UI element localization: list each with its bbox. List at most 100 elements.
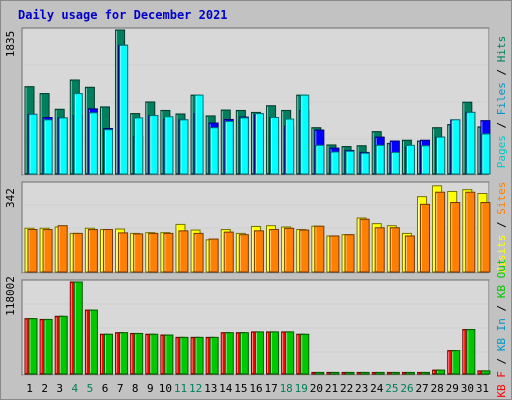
bar-kbout-day-17 [270,331,280,375]
x-tick-day-9: 9 [147,382,154,395]
x-tick-day-8: 8 [132,382,139,395]
panel-2-ymax-label: 118002 [4,276,17,316]
x-tick-day-13: 13 [204,382,217,395]
bar-kbout-day-31 [481,370,491,375]
bar-kbout-day-19 [300,333,310,375]
x-tick-day-16: 16 [249,382,262,395]
x-tick-day-20: 20 [310,382,323,395]
bar-pages-day-28 [436,136,446,175]
x-tick-day-19: 19 [295,382,308,395]
x-tick-day-17: 17 [264,382,277,395]
x-tick-day-2: 2 [41,382,48,395]
bar-sites-day-19 [299,229,310,273]
bar-pages-day-10 [164,116,174,175]
legend-item: / [495,298,508,318]
bar-kbout-day-4 [73,281,83,375]
bar-kbout-day-13 [209,336,219,375]
legend-item: Visits [495,235,508,275]
legend-item: / [495,351,508,371]
bar-pages-day-2 [43,119,53,175]
bar-kbout-day-11 [179,336,189,375]
bar-pages-day-14 [224,120,234,175]
bar-pages-day-21 [330,151,340,175]
x-tick-day-3: 3 [56,382,63,395]
bar-pages-day-4 [73,93,83,175]
bar-sites-day-3 [57,225,68,273]
x-tick-day-27: 27 [415,382,428,395]
bar-sites-day-21 [329,235,340,273]
x-tick-day-5: 5 [87,382,94,395]
bar-sites-day-20 [314,225,325,273]
bar-kbout-day-21 [330,371,340,375]
chart-title: Daily usage for December 2021 [18,8,228,22]
bar-sites-day-28 [435,191,446,273]
bar-sites-day-9 [148,232,159,273]
bar-sites-day-8 [133,233,144,273]
bar-kbout-day-27 [421,371,431,375]
x-tick-day-10: 10 [159,382,172,395]
bar-pages-day-29 [451,119,461,175]
bar-sites-day-18 [284,227,295,273]
bar-sites-day-30 [465,191,476,273]
x-tick-day-14: 14 [219,382,233,395]
panel-0-ymax-label: 1835 [4,31,17,58]
bar-kbout-day-6 [103,333,113,375]
x-tick-day-15: 15 [234,382,247,395]
bar-pages-day-25 [390,151,400,175]
bar-sites-day-25 [389,227,400,273]
x-tick-day-6: 6 [102,382,109,395]
bar-sites-day-17 [269,229,280,273]
x-tick-day-21: 21 [325,382,338,395]
x-tick-day-11: 11 [174,382,187,395]
bar-sites-day-13 [208,238,219,273]
bar-sites-day-26 [404,235,415,273]
bar-kbout-day-22 [345,371,355,375]
bar-pages-day-23 [360,152,370,175]
bar-kbout-day-29 [451,350,461,375]
bar-pages-day-15 [239,117,249,175]
bar-kbout-day-23 [360,371,370,375]
legend-item: / [495,62,508,82]
bar-pages-day-20 [315,144,325,175]
bar-pages-day-26 [405,144,415,175]
x-tick-day-29: 29 [446,382,459,395]
legend-item: / [495,215,508,235]
bar-pages-day-6 [103,129,113,175]
bar-kbout-day-12 [194,336,204,375]
x-tick-day-4: 4 [72,382,79,395]
legend-item: / [495,115,508,135]
bar-kbout-day-18 [285,331,295,375]
bar-kbout-day-14 [224,332,234,375]
bar-sites-day-16 [253,230,264,273]
bar-sites-day-5 [87,229,98,273]
legend-item: KB In [495,318,508,351]
bar-pages-day-7 [119,44,129,175]
bar-kbout-day-20 [315,371,325,375]
bar-pages-day-30 [466,111,476,175]
bar-kbout-day-3 [58,315,68,375]
bar-pages-day-12 [194,94,204,175]
x-tick-day-31: 31 [476,382,489,395]
legend-item: KB Out [495,258,508,298]
bar-pages-day-3 [58,117,68,175]
x-tick-day-1: 1 [26,382,33,395]
legend-item: Files [495,82,508,115]
bar-sites-day-31 [480,202,491,273]
x-tick-day-23: 23 [355,382,368,395]
bar-kbout-day-16 [254,331,264,375]
bar-sites-day-22 [344,234,355,273]
bar-sites-day-7 [118,232,129,273]
bar-kbout-day-28 [436,369,446,375]
x-tick-day-24: 24 [370,382,384,395]
bar-kbout-day-5 [88,309,98,375]
bar-sites-day-10 [163,232,174,273]
bar-kbout-day-7 [119,332,129,375]
bar-kbout-day-30 [466,329,476,375]
bar-sites-day-24 [374,227,385,273]
legend-item: Hits [495,36,508,63]
bar-pages-day-1 [28,113,38,175]
bar-kbout-day-9 [149,333,159,375]
legend-item: KB F [495,371,508,398]
x-tick-day-25: 25 [385,382,398,395]
x-tick-day-12: 12 [189,382,202,395]
